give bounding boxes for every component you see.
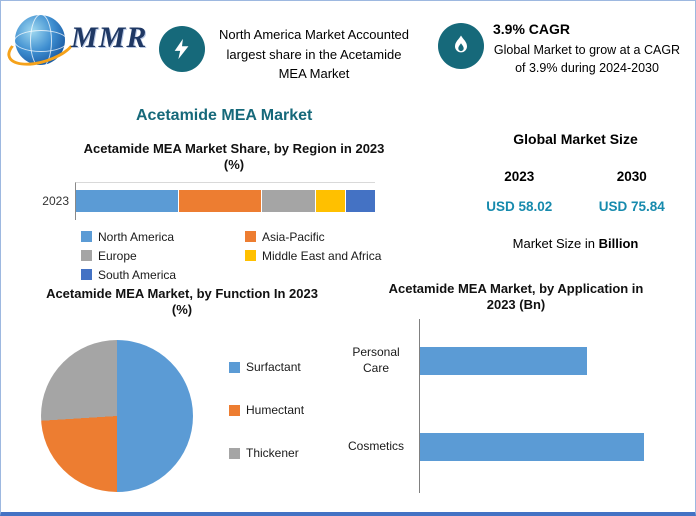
legend-swatch <box>245 231 256 242</box>
globe-sphere <box>14 14 68 68</box>
legend-label: South America <box>98 267 177 282</box>
market-size-title: Global Market Size <box>513 131 638 147</box>
note-prefix: Market Size in <box>512 236 596 251</box>
region-segment-middle-east-and-africa <box>315 190 346 212</box>
globe-icon <box>2 13 82 74</box>
market-size-panel: Global Market Size 2023 2030 USD 58.02 U… <box>463 131 688 251</box>
legend-item-thickener: Thickener <box>229 446 304 460</box>
market-size-note: Market Size in Billion <box>463 236 688 251</box>
cagr-title: 3.9% CAGR <box>493 21 571 37</box>
year-2030: 2030 <box>616 169 647 184</box>
function-pie <box>41 340 193 492</box>
function-share-chart: Acetamide MEA Market, by Function In 202… <box>21 286 343 508</box>
region-plot: 2023 <box>29 181 439 220</box>
legend-label: North America <box>98 229 175 244</box>
legend-swatch <box>81 250 92 261</box>
region-chart-title: Acetamide MEA Market Share, by Region in… <box>83 141 385 173</box>
lightning-badge <box>159 26 205 72</box>
market-size-values: USD 58.02 USD 75.84 <box>463 199 688 214</box>
application-category-label: Cosmetics <box>347 439 404 454</box>
region-segment-north-america <box>76 190 178 212</box>
legend-item-surfactant: Surfactant <box>229 360 304 374</box>
application-chart: Acetamide MEA Market, by Application in … <box>341 281 691 509</box>
flame-icon <box>455 35 467 53</box>
region-segment-asia-pacific <box>177 190 262 212</box>
function-legend: Surfactant Humectant Thickener <box>229 360 304 460</box>
highlight-text: North America Market Accounted largest s… <box>218 27 410 81</box>
year-2023: 2023 <box>504 169 535 184</box>
legend-swatch <box>245 250 256 261</box>
legend-item-asia-pacific: Asia-Pacific <box>245 230 439 244</box>
application-axis-line <box>419 319 420 493</box>
legend-swatch <box>229 361 240 373</box>
application-chart-title: Acetamide MEA Market, by Application in … <box>388 281 644 313</box>
cagr-text: Global Market to grow at a CAGR of 3.9% … <box>493 43 681 76</box>
legend-item-humectant: Humectant <box>229 403 304 417</box>
application-row-personal-care: Personal Care <box>341 345 685 375</box>
legend-item-middle-east-and-africa: Middle East and Africa <box>245 249 439 263</box>
legend-label: Middle East and Africa <box>262 248 382 263</box>
legend-item-north-america: North America <box>81 230 245 244</box>
legend-label: Asia-Pacific <box>262 229 325 244</box>
value-2030: USD 75.84 <box>598 199 665 214</box>
market-size-years: 2023 2030 <box>463 169 688 184</box>
region-segment-europe <box>261 190 316 212</box>
region-legend: North America Asia-Pacific Europe Middle Ea… <box>81 230 439 282</box>
note-unit: Billion <box>598 236 639 251</box>
application-category-label: Personal Care <box>352 345 400 375</box>
lightning-icon <box>174 38 189 60</box>
region-share-chart: Acetamide MEA Market Share, by Region in… <box>29 141 439 282</box>
legend-swatch <box>229 447 240 459</box>
application-bar <box>420 433 644 461</box>
application-bar <box>420 347 587 375</box>
legend-item-europe: Europe <box>81 249 245 263</box>
application-rows: Personal Care Cosmetics <box>341 345 685 461</box>
application-plot-area: Personal Care Cosmetics <box>341 319 685 493</box>
flame-badge <box>438 23 484 69</box>
function-chart-title: Acetamide MEA Market, by Function In 202… <box>46 286 318 318</box>
region-segment-south-america <box>345 190 375 212</box>
legend-label: Europe <box>98 248 137 263</box>
legend-label: Thickener <box>246 446 299 460</box>
legend-swatch <box>81 269 92 280</box>
legend-swatch <box>229 404 240 416</box>
legend-label: Surfactant <box>246 360 301 374</box>
region-category-label: 2023 <box>42 193 69 208</box>
legend-item-south-america: South America <box>81 268 245 282</box>
page-title: Acetamide MEA Market <box>136 107 313 124</box>
mmr-logo: MMR <box>2 9 161 74</box>
region-stacked-bar <box>76 190 375 212</box>
cagr-callout: 3.9% CAGR Global Market to grow at a CAG… <box>493 21 681 77</box>
legend-swatch <box>81 231 92 242</box>
legend-label: Humectant <box>246 403 305 417</box>
region-plot-area <box>75 181 375 220</box>
application-row-cosmetics: Cosmetics <box>341 433 685 461</box>
logo-text: MMR <box>71 21 148 54</box>
value-2023: USD 58.02 <box>486 199 553 214</box>
